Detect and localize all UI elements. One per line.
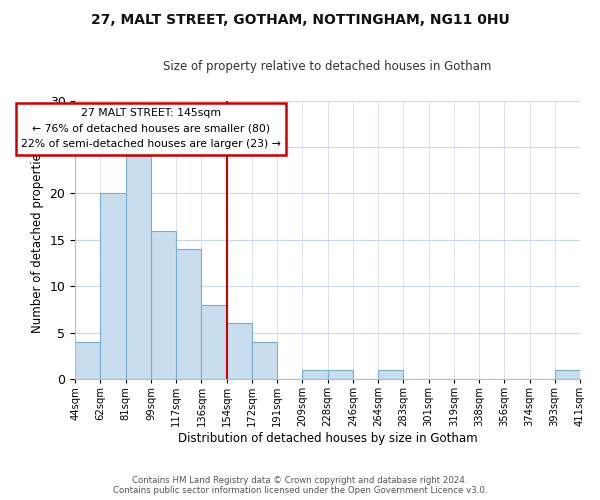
Text: Contains HM Land Registry data © Crown copyright and database right 2024.
Contai: Contains HM Land Registry data © Crown c… [113,476,487,495]
Bar [151,230,176,379]
Title: Size of property relative to detached houses in Gotham: Size of property relative to detached ho… [163,60,492,73]
Bar [378,370,403,379]
Bar [227,324,252,379]
Bar [100,194,125,379]
Bar [555,370,580,379]
Text: 27, MALT STREET, GOTHAM, NOTTINGHAM, NG11 0HU: 27, MALT STREET, GOTHAM, NOTTINGHAM, NG1… [91,12,509,26]
Bar [302,370,328,379]
Y-axis label: Number of detached properties: Number of detached properties [31,147,44,333]
Bar [328,370,353,379]
Bar [75,342,100,379]
Bar [202,305,227,379]
Bar [176,249,202,379]
X-axis label: Distribution of detached houses by size in Gotham: Distribution of detached houses by size … [178,432,478,445]
Bar [125,156,151,379]
Text: 27 MALT STREET: 145sqm
← 76% of detached houses are smaller (80)
22% of semi-det: 27 MALT STREET: 145sqm ← 76% of detached… [21,108,281,149]
Bar [252,342,277,379]
